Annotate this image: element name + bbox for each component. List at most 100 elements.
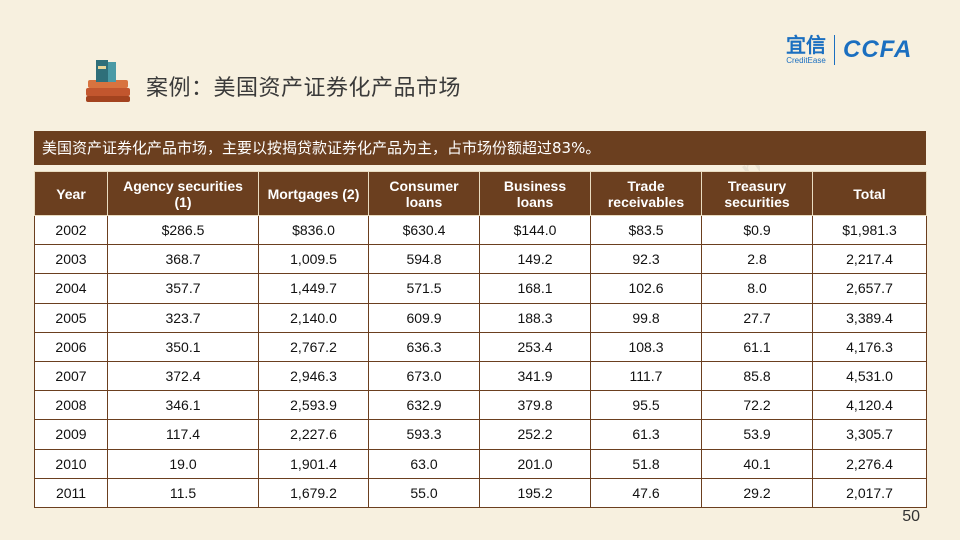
value-cell: 2,217.4 <box>812 244 927 275</box>
column-header-text: Year <box>56 185 86 202</box>
table-row: 2009 117.4 2,227.6 593.3 252.2 61.3 53.9 3,305.… <box>34 419 927 450</box>
value-cell: 341.9 <box>479 360 591 392</box>
books-icon <box>86 60 130 102</box>
summary-banner: 美国资产证券化产品市场，主要以按揭贷款证券化产品为主，占市场份额超过83%。 <box>34 131 926 165</box>
value-cell: 195.2 <box>479 477 591 508</box>
value-cell: 379.8 <box>479 390 591 421</box>
value-cell: 3,305.7 <box>812 419 927 450</box>
page-number: 50 <box>902 508 920 525</box>
value-cell: 673.0 <box>368 360 480 392</box>
year-cell: 2010 <box>34 448 108 479</box>
ccfa-logo: CCFA <box>843 36 913 63</box>
value-cell: 11.5 <box>107 477 259 508</box>
year-cell: 2005 <box>34 302 108 333</box>
value-cell: 636.3 <box>368 331 480 362</box>
value-cell: 19.0 <box>107 448 259 479</box>
value-cell: 99.8 <box>590 302 702 333</box>
column-header-text: Consumer <box>389 177 459 194</box>
value-cell: 1,449.7 <box>258 273 369 304</box>
table-header-row: Year Agency securities (1) Mortgages (2) Con… <box>34 171 927 216</box>
value-cell: 357.7 <box>107 273 259 304</box>
logo-divider <box>834 35 835 65</box>
value-cell: 1,901.4 <box>258 448 369 479</box>
brand-logo: 宜信 CreditEase CCFA <box>786 34 912 66</box>
year-cell: 2011 <box>34 477 108 508</box>
logo-en-text: CreditEase <box>786 56 826 65</box>
value-cell: 2.8 <box>701 244 813 275</box>
column-header-text: Business <box>503 177 567 194</box>
value-cell: $83.5 <box>590 214 702 246</box>
value-cell: 117.4 <box>107 419 259 450</box>
value-cell: 2,017.7 <box>812 477 927 508</box>
value-cell: 201.0 <box>479 448 591 479</box>
column-header: Trade receivables <box>590 171 702 216</box>
value-cell: 168.1 <box>479 273 591 304</box>
column-header-text: Agency securities <box>123 177 243 194</box>
value-cell: 2,767.2 <box>258 331 369 362</box>
value-cell: 8.0 <box>701 273 813 304</box>
column-header-text: loans <box>516 193 554 210</box>
value-cell: 92.3 <box>590 244 702 275</box>
year-cell: 2006 <box>34 331 108 362</box>
column-header-text: Total <box>853 185 886 202</box>
value-cell: 51.8 <box>590 448 702 479</box>
value-cell: 372.4 <box>107 360 259 392</box>
value-cell: 593.3 <box>368 419 480 450</box>
table-row: 2008 346.1 2,593.9 632.9 379.8 95.5 72.2 4,120.… <box>34 390 927 421</box>
value-cell: 72.2 <box>701 390 813 421</box>
value-cell: 350.1 <box>107 331 259 362</box>
table-row: 2002 $286.5 $836.0 $630.4 $144.0 $83.5 $0.9 $1,… <box>34 214 927 246</box>
value-cell: 609.9 <box>368 302 480 333</box>
column-header: Year <box>34 171 108 216</box>
value-cell: 323.7 <box>107 302 259 333</box>
table-row: 2007 372.4 2,946.3 673.0 341.9 111.7 85.8 4,531… <box>34 360 927 392</box>
value-cell: $0.9 <box>701 214 813 246</box>
value-cell: 2,227.6 <box>258 419 369 450</box>
securitization-table: Year Agency securities (1) Mortgages (2) Con… <box>34 171 927 508</box>
value-cell: 55.0 <box>368 477 480 508</box>
value-cell: 149.2 <box>479 244 591 275</box>
value-cell: $286.5 <box>107 214 259 246</box>
value-cell: 95.5 <box>590 390 702 421</box>
value-cell: 53.9 <box>701 419 813 450</box>
value-cell: $836.0 <box>258 214 369 246</box>
table-row: 2010 19.0 1,901.4 63.0 201.0 51.8 40.1 2,276.4 <box>34 448 927 479</box>
value-cell: 346.1 <box>107 390 259 421</box>
value-cell: 632.9 <box>368 390 480 421</box>
value-cell: 40.1 <box>701 448 813 479</box>
value-cell: 2,593.9 <box>258 390 369 421</box>
value-cell: $1,981.3 <box>812 214 927 246</box>
value-cell: 61.3 <box>590 419 702 450</box>
value-cell: 594.8 <box>368 244 480 275</box>
column-header-text: Trade <box>627 177 665 194</box>
value-cell: $630.4 <box>368 214 480 246</box>
value-cell: 188.3 <box>479 302 591 333</box>
column-header: Consumer loans <box>368 171 480 216</box>
column-header-text: securities <box>724 193 790 210</box>
column-header: Total <box>812 171 927 216</box>
value-cell: 29.2 <box>701 477 813 508</box>
year-cell: 2003 <box>34 244 108 275</box>
value-cell: 252.2 <box>479 419 591 450</box>
value-cell: 1,009.5 <box>258 244 369 275</box>
table-row: 2005 323.7 2,140.0 609.9 188.3 99.8 27.7 3,389.… <box>34 302 927 333</box>
logo-cn-text: 宜信 <box>786 33 826 57</box>
value-cell: 571.5 <box>368 273 480 304</box>
table-row: 2011 11.5 1,679.2 55.0 195.2 47.6 29.2 2,017.7 <box>34 477 927 508</box>
value-cell: 47.6 <box>590 477 702 508</box>
year-cell: 2004 <box>34 273 108 304</box>
column-header-text: (1) <box>174 193 192 210</box>
value-cell: 63.0 <box>368 448 480 479</box>
column-header-text: loans <box>405 193 443 210</box>
column-header-text: Treasury <box>727 177 787 194</box>
table-body: 2002 $286.5 $836.0 $630.4 $144.0 $83.5 $0.9 $1,… <box>34 214 927 508</box>
table-row: 2004 357.7 1,449.7 571.5 168.1 102.6 8.0 2,657.… <box>34 273 927 304</box>
slide-title: 案例：美国资产证券化产品市场 <box>146 76 462 101</box>
year-cell: 2009 <box>34 419 108 450</box>
value-cell: 85.8 <box>701 360 813 392</box>
year-cell: 2008 <box>34 390 108 421</box>
value-cell: 2,946.3 <box>258 360 369 392</box>
column-header-text: Mortgages (2) <box>267 185 360 202</box>
table-row: 2006 350.1 2,767.2 636.3 253.4 108.3 61.1 4,176… <box>34 331 927 362</box>
value-cell: 61.1 <box>701 331 813 362</box>
